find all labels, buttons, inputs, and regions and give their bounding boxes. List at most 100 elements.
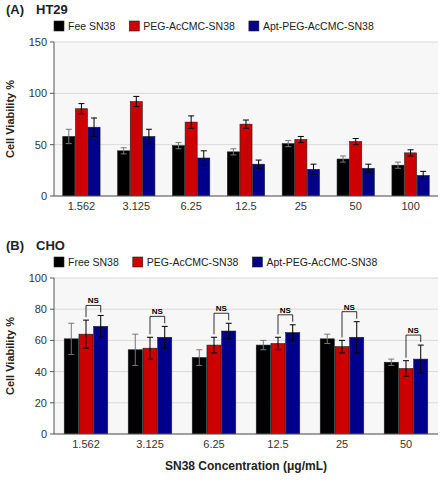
error-bar [98,315,104,337]
figure: (A)HT29050100150Cell Viability %1.5623.1… [0,0,448,500]
error-bar [132,334,138,365]
legend-label: PEG-AcCMC-SN38 [147,256,239,268]
error-bar [285,141,291,147]
bar [185,122,197,196]
error-bar [260,340,266,349]
tick-label: 50 [400,438,412,450]
bar [118,151,130,196]
axis-label: Cell Viability % [4,317,16,395]
panel-label: (A) [6,2,24,17]
tick [50,340,54,341]
bar [399,368,413,434]
legend-label: Apt-PEG-AcCMC-SN38 [266,256,377,268]
grid-line [54,196,438,197]
grid-line [54,278,438,279]
error-bar [133,96,139,106]
tick-label: 100 [401,200,419,212]
bar [335,347,349,434]
marks [64,315,428,434]
bar [79,334,93,434]
panel: (B)CHO020406080100Cell Viability %1.5623… [4,238,438,473]
error-bar [146,129,152,143]
error-bar [324,334,330,343]
bar [143,136,155,196]
annotation: NS [152,307,164,316]
legend-swatch [249,21,259,31]
error-bar [201,151,207,165]
error-bar [188,116,194,128]
x-axis [54,434,438,435]
bar [271,344,285,434]
tick-label: 1.562 [72,438,100,450]
axis-label: SN38 Concentration (μg/mL) [165,459,327,473]
bar [320,339,334,434]
tick-label: 0 [41,190,47,202]
bar [295,140,307,196]
tick-label: 50 [35,139,47,151]
bar [405,153,417,196]
grid-line [54,434,438,435]
tick-label: 0 [41,428,47,440]
grid-line [54,93,438,94]
bar [384,362,398,434]
error-bar [418,345,424,373]
annotation: NS [88,296,100,305]
legend-swatch [133,257,143,267]
tick-label: 100 [29,272,47,284]
grid-line [54,340,438,341]
error-bar [290,325,296,341]
bar [240,124,252,196]
error-bar [121,148,127,154]
legend-swatch [252,257,262,267]
error-bar [275,337,281,349]
bar [143,348,157,434]
panel-label: (B) [6,238,24,253]
legend-swatch [54,257,64,267]
bar [286,333,300,434]
legend-label: PEG-AcCMC-SN38 [143,20,235,32]
tick-label: 50 [350,200,362,212]
bar [172,146,184,196]
bar [256,345,270,434]
bar [282,144,294,196]
error-bar [310,164,316,174]
error-bar [395,162,401,168]
error-bar [78,104,84,114]
ns-bracket [86,305,101,317]
bar [192,358,206,434]
tick [50,309,54,310]
bar [94,326,108,434]
error-bar [403,361,409,377]
bar [350,142,362,196]
axis-label: Cell Viability % [4,80,16,158]
error-bar [230,149,236,155]
bar [130,102,142,196]
title: CHO [36,238,65,253]
tick-label: 60 [35,334,47,346]
tick-label: 6.25 [203,438,224,450]
bar [227,152,239,196]
tick-label: 12.5 [235,200,256,212]
panel: (A)HT29050100150Cell Viability %1.5623.1… [4,2,438,212]
error-bar [256,160,262,168]
ns-bracket [406,335,421,358]
tick-label: 80 [35,303,47,315]
grid-line [54,371,438,372]
tick-label: 25 [336,438,348,450]
legend-swatch [54,21,64,31]
error-bar [243,120,249,128]
tick-label: 1.562 [68,200,96,212]
legend-label: Free SN38 [68,256,119,268]
error-bar [91,118,97,136]
tick [50,93,54,94]
plot-area [54,42,438,196]
plot-area [54,278,438,434]
error-bar [83,320,89,348]
error-bar [354,322,360,353]
tick-label: 40 [35,366,47,378]
legend-swatch [129,21,139,31]
marks [63,96,429,196]
ns-bracket [278,315,293,334]
tick [50,402,54,403]
annotation: NS [280,306,292,315]
